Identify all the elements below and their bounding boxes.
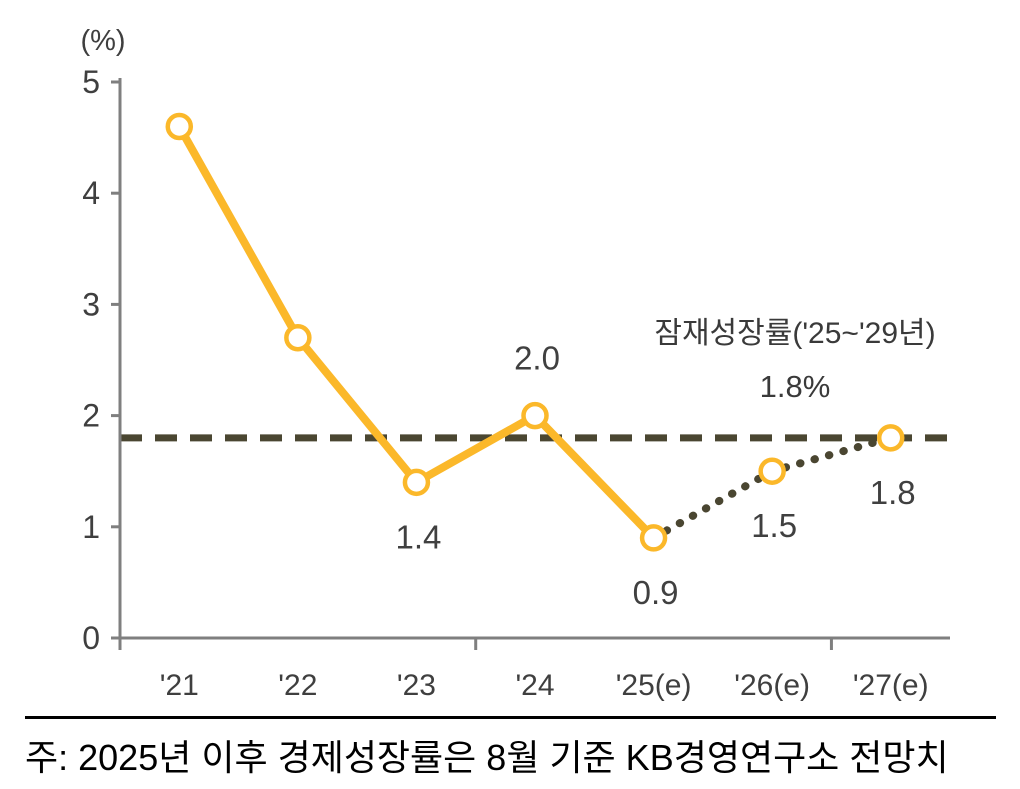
data-point-label: 1.5: [751, 507, 797, 544]
footnote-text: 주: 2025년 이후 경제성장률은 8월 기준 KB경영연구소 전망치: [25, 737, 949, 778]
data-point-marker: [165, 112, 194, 141]
x-axis-category-label: '23: [397, 669, 436, 702]
x-axis-category-label: '21: [160, 669, 199, 702]
data-point-label: 1.8: [870, 474, 916, 511]
x-axis-category-label: '24: [515, 669, 554, 702]
x-axis-category-label: '25(e): [616, 669, 692, 702]
data-point-marker: [402, 468, 431, 497]
x-axis-category-label: '26(e): [734, 669, 810, 702]
data-point-label: 1.4: [395, 518, 441, 555]
axes-group: 0 1 2 3 4 5 '21 '22 '23 '24 '25(e) '26(e) '27(e): [82, 64, 950, 702]
y-axis-tick-label: 4: [82, 175, 100, 211]
footnote-block: 주: 2025년 이후 경제성장률은 8월 기준 KB경영연구소 전망치: [25, 716, 996, 781]
y-axis-tick-label: 0: [82, 620, 100, 656]
data-point-marker: [521, 401, 549, 430]
growth-rate-line-chart: (%) 0 1 2 3 4 5 '21 '22 '23 '24 '25(e) '26(e) '27(e)…: [80, 25, 950, 702]
data-point-marker: [284, 324, 312, 352]
y-axis-tick-label: 2: [82, 398, 100, 434]
data-point-marker: [639, 524, 668, 552]
y-axis-tick-label: 5: [82, 64, 100, 100]
y-axis-tick-label: 1: [82, 509, 100, 545]
markers-group: [165, 112, 905, 552]
data-point-marker: [758, 457, 786, 485]
y-axis-unit-label: (%): [80, 25, 125, 57]
x-axis-category-label: '22: [278, 669, 317, 702]
data-point-label: 2.0: [514, 340, 560, 377]
data-point-label: 0.9: [633, 574, 679, 611]
potential-growth-annotation-value: 1.8%: [760, 369, 831, 404]
data-labels-group: 1.4 2.0 0.9 1.5 1.8: [395, 340, 915, 611]
data-point-marker: [876, 424, 905, 452]
y-axis-tick-label: 3: [82, 286, 100, 322]
x-axis-category-label: '27(e): [853, 669, 929, 702]
potential-growth-annotation-title: 잠재성장률('25~'29년): [654, 317, 935, 350]
